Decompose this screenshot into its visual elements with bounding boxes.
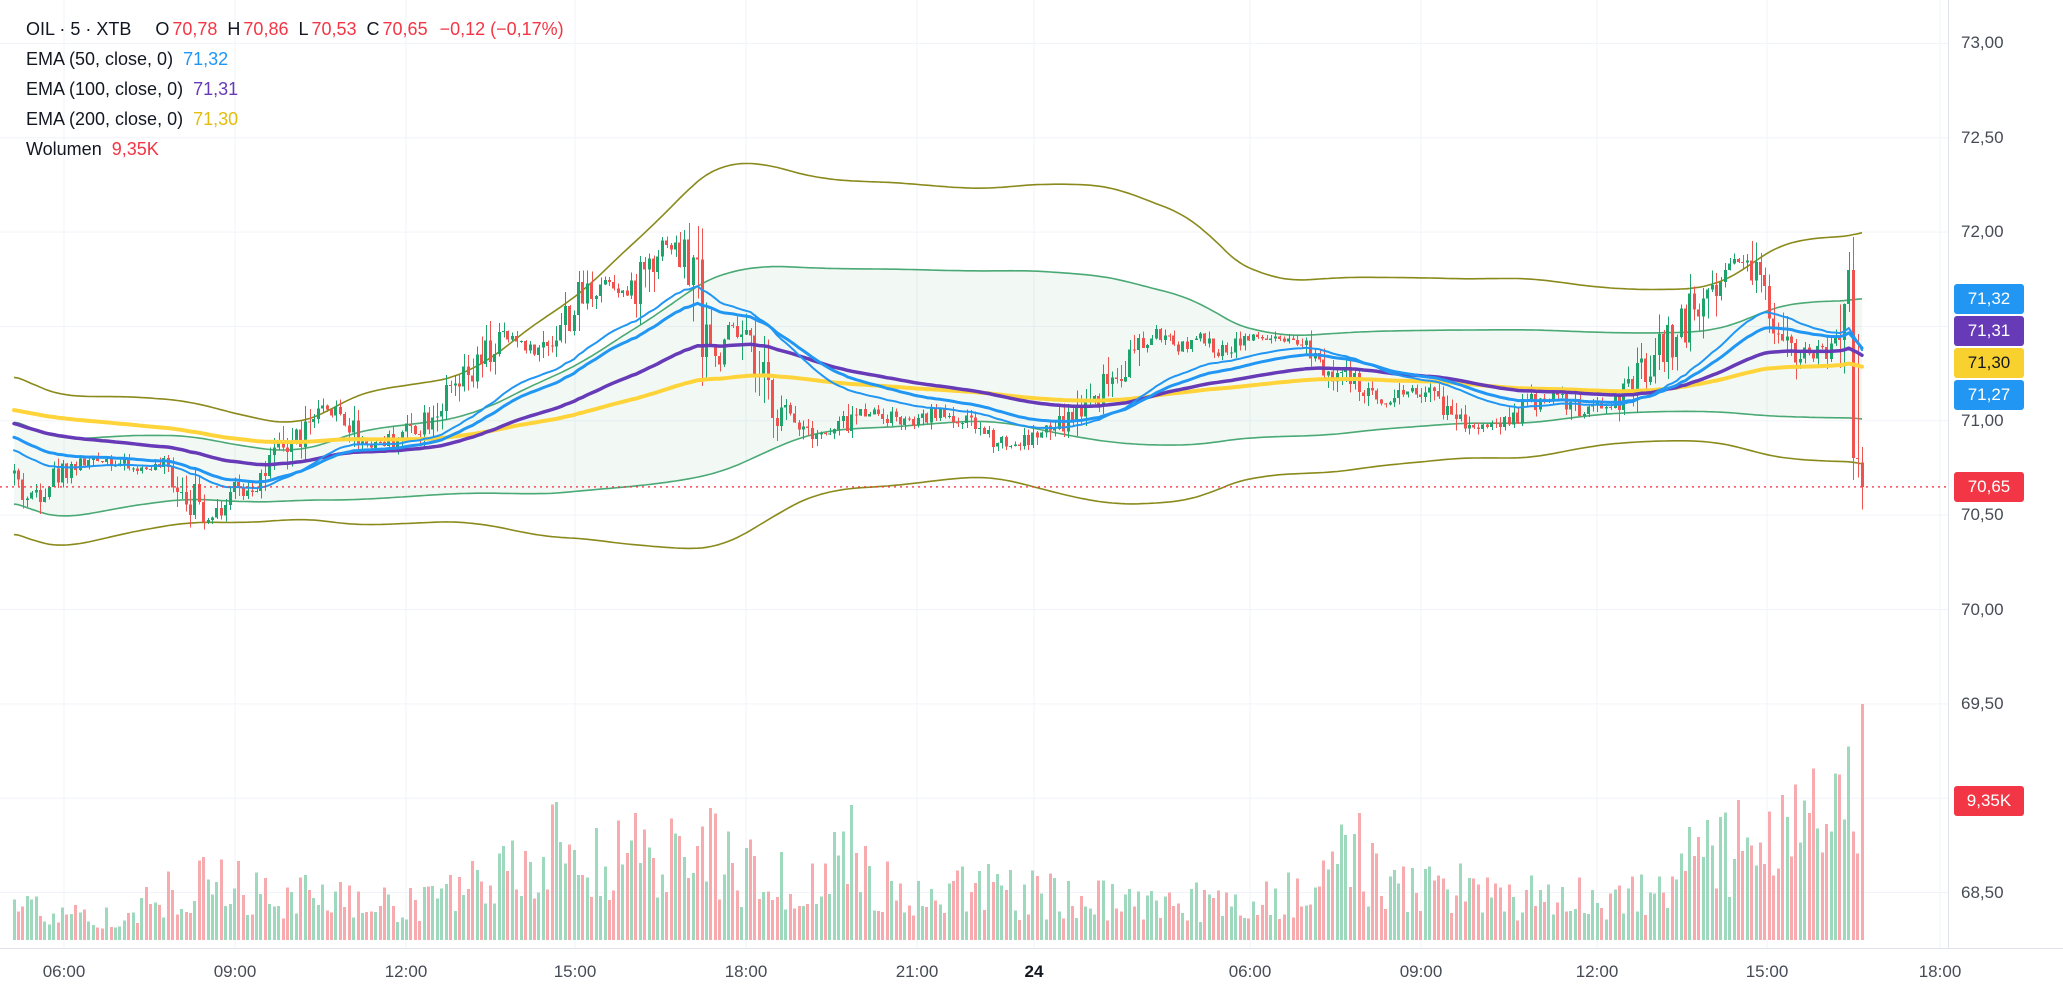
ema50-chip: 71,32 bbox=[1954, 284, 2024, 314]
ema-lines bbox=[12, 285, 1864, 490]
grid-lines bbox=[0, 0, 1948, 948]
indicator-legend-rows: EMA (50, close, 0) 71,32 EMA (100, close, … bbox=[26, 44, 564, 164]
ohlc-value-c: 70,65 bbox=[382, 18, 428, 39]
indicator-label: EMA (50, close, 0) bbox=[26, 48, 174, 69]
time-axis-label: 15:00 bbox=[553, 962, 597, 981]
indicator-value: 71,30 bbox=[193, 108, 239, 129]
time-axis-label: 12:00 bbox=[384, 962, 428, 981]
ema35-chip: 71,27 bbox=[1954, 380, 2024, 410]
ohlc-value-l: 70,53 bbox=[311, 18, 357, 39]
price-axis-label: 70,50 bbox=[1961, 505, 2004, 525]
symbol-legend-row[interactable]: OIL · 5 · XTB O 70,78 H 70,86 L 70,53 C 70,65 −… bbox=[26, 14, 564, 44]
ohlc-key-o: O bbox=[155, 18, 170, 39]
ema100-chip: 71,31 bbox=[1954, 316, 2024, 346]
indicator-label: EMA (100, close, 0) bbox=[26, 78, 184, 99]
price-axis-label: 69,50 bbox=[1961, 693, 2004, 713]
chart-legend: OIL · 5 · XTB O 70,78 H 70,86 L 70,53 C 70,65 −… bbox=[26, 14, 564, 164]
envelope-bands bbox=[13, 162, 1863, 550]
time-axis-label: 06:00 bbox=[1228, 962, 1272, 981]
volume-bars bbox=[13, 704, 1864, 940]
price-axis-label: 73,00 bbox=[1961, 33, 2004, 53]
time-axis-label: 12:00 bbox=[1575, 962, 1619, 981]
time-axis-label: 24 bbox=[1024, 962, 1044, 981]
indicator-label: EMA (200, close, 0) bbox=[26, 108, 184, 129]
price-axis-label: 71,00 bbox=[1961, 410, 2004, 430]
indicator-row-ema100[interactable]: EMA (100, close, 0) 71,31 bbox=[26, 74, 564, 104]
ohlc-key-c: C bbox=[366, 18, 380, 39]
ohlc-value-o: 70,78 bbox=[172, 18, 218, 39]
volume-chip: 9,35K bbox=[1954, 786, 2024, 816]
indicator-value: 71,32 bbox=[183, 48, 229, 69]
last-price-chip: 70,65 bbox=[1954, 472, 2024, 502]
time-axis-label: 15:00 bbox=[1745, 962, 1789, 981]
time-axis-label: 06:00 bbox=[42, 962, 86, 981]
price-axis-label: 72,50 bbox=[1961, 127, 2004, 147]
ema200-chip: 71,30 bbox=[1954, 348, 2024, 378]
price-axis-label: 70,00 bbox=[1961, 599, 2004, 619]
time-axis-label: 09:00 bbox=[1399, 962, 1443, 981]
ohlc-key-l: L bbox=[298, 18, 309, 39]
time-axis-label: 18:00 bbox=[1918, 962, 1962, 981]
volume-value: 9,35K bbox=[111, 138, 159, 159]
time-axis-label: 21:00 bbox=[895, 962, 939, 981]
time-axis-label: 18:00 bbox=[724, 962, 768, 981]
indicator-row-ema200[interactable]: EMA (200, close, 0) 71,30 bbox=[26, 104, 564, 134]
symbol-title: OIL · 5 · XTB bbox=[26, 18, 132, 39]
price-axis[interactable]: 73,0072,5072,0071,5071,0070,5070,0069,50… bbox=[1948, 0, 2063, 948]
indicator-row-ema50[interactable]: EMA (50, close, 0) 71,32 bbox=[26, 44, 564, 74]
price-axis-label: 68,50 bbox=[1961, 882, 2004, 902]
change-value: −0,12 (−0,17%) bbox=[439, 18, 564, 39]
ohlc-key-h: H bbox=[227, 18, 241, 39]
volume-legend-row[interactable]: Wolumen 9,35K bbox=[26, 134, 564, 164]
time-axis-label: 09:00 bbox=[213, 962, 257, 981]
volume-label: Wolumen bbox=[26, 138, 102, 159]
time-axis[interactable]: 06:00 09:00 12:00 15:00 18:00 21:00 24 06:00 09:… bbox=[0, 948, 2063, 1003]
ohlc-value-h: 70,86 bbox=[243, 18, 289, 39]
price-axis-label: 72,00 bbox=[1961, 222, 2004, 242]
chart-plot-area[interactable] bbox=[0, 0, 1948, 948]
indicator-value: 71,31 bbox=[193, 78, 239, 99]
ohlc-values: O 70,78 H 70,86 L 70,53 C 70,65 bbox=[145, 19, 427, 40]
